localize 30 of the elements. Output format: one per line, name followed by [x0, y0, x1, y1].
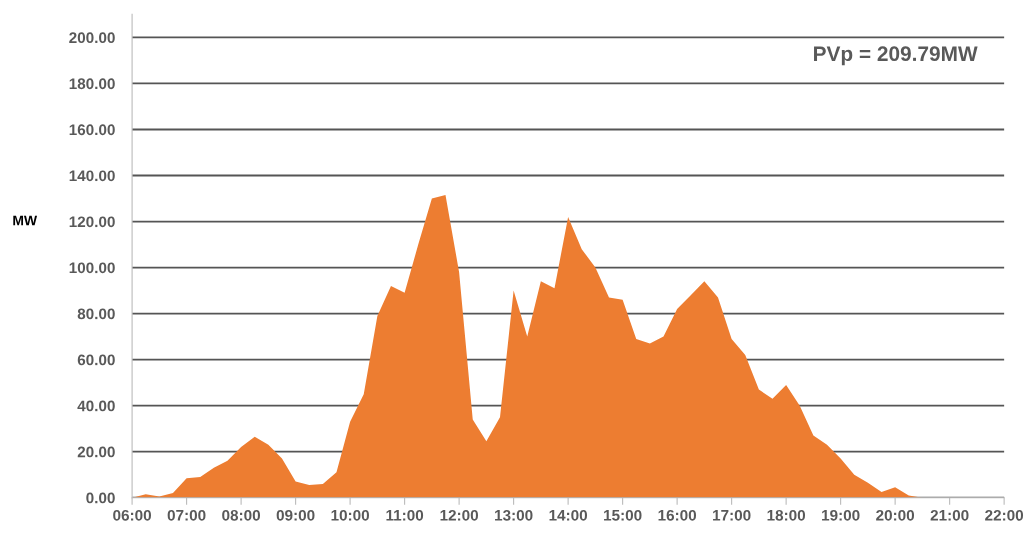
y-tick-label: 120.00: [69, 216, 115, 228]
y-tick-label: 100.00: [69, 262, 115, 274]
x-tick-label: 15:00: [604, 509, 642, 521]
x-tick-label: 13:00: [495, 509, 533, 521]
y-tick-label: 200.00: [69, 32, 115, 44]
x-tick-label: 14:00: [549, 509, 588, 521]
x-tick-label: 11:00: [386, 509, 424, 521]
y-tick-label: 160.00: [69, 124, 115, 136]
x-tick-label: 07:00: [167, 509, 206, 521]
x-tick-label: 09:00: [276, 509, 315, 521]
y-tick-label: 140.00: [69, 170, 115, 182]
y-tick-label: 20.00: [77, 446, 115, 458]
x-tick-label: 21:00: [930, 509, 969, 521]
x-tick-label: 18:00: [767, 509, 806, 521]
annotation: PVp = 209.79MW: [814, 46, 978, 66]
y-axis-title: MW: [13, 215, 38, 226]
x-tick-label: 20:00: [876, 509, 915, 521]
x-tick-label: 22:00: [985, 509, 1024, 521]
y-tick-label: 60.00: [77, 354, 115, 366]
y-tick-label: 0.00: [86, 492, 115, 504]
x-tick-label: 16:00: [658, 509, 697, 521]
x-tick-label: 08:00: [222, 509, 261, 521]
x-tick-label: 19:00: [822, 509, 860, 521]
x-tick-label: 10:00: [331, 509, 370, 521]
x-tick-label: 06:00: [113, 509, 152, 521]
x-tick-label: 12:00: [440, 509, 479, 521]
y-tick-label: 40.00: [77, 400, 115, 412]
y-tick-label: 180.00: [69, 78, 115, 90]
x-tick-label: 17:00: [713, 509, 751, 521]
y-tick-label: 80.00: [77, 308, 115, 320]
